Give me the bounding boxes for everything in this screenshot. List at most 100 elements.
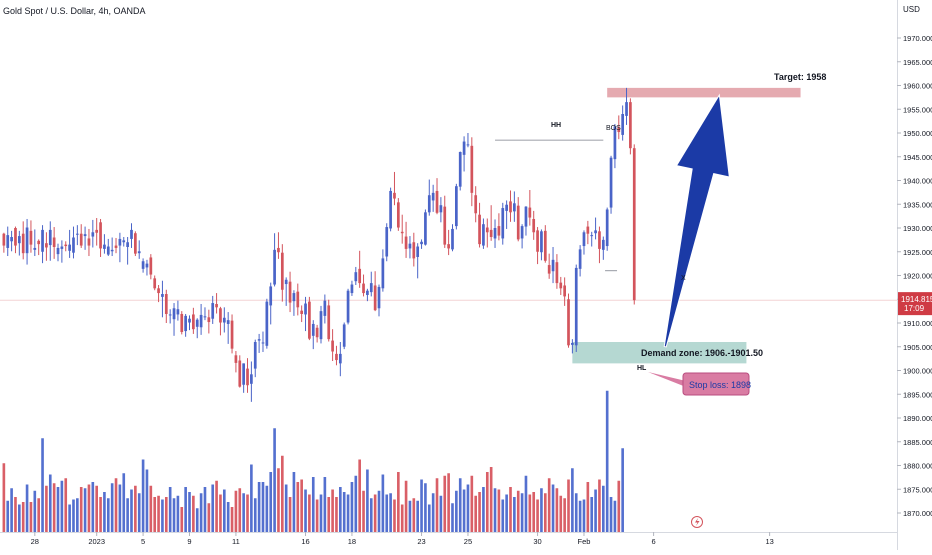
candle-body [416, 246, 420, 257]
candle-body [497, 226, 501, 236]
volume-bar [269, 472, 273, 532]
volume-bar [385, 494, 389, 532]
candle-body [265, 301, 269, 346]
volume-bar [76, 498, 79, 532]
candle-body [574, 267, 578, 346]
volume-bar [304, 489, 307, 532]
volume-bar [416, 500, 419, 532]
chart-title: Gold Spot / U.S. Dollar, 4h, OANDA [3, 6, 146, 16]
volume-bar [509, 487, 512, 532]
target-zone [607, 87, 801, 98]
price-tick-label: 1960.000 [903, 82, 932, 91]
volume-bar [257, 482, 261, 532]
candle-body [451, 228, 454, 250]
volume-bar [253, 498, 257, 532]
candle-body [578, 249, 582, 269]
candle-body [594, 230, 597, 234]
candle-body [366, 290, 369, 295]
volume-bar [524, 475, 528, 532]
volume-bar [137, 493, 141, 532]
candle-body [482, 224, 485, 246]
currency-label: USD [903, 5, 920, 14]
candle-body [234, 355, 238, 363]
volume-bar [164, 497, 168, 532]
candle-body [14, 228, 17, 246]
candle-body [346, 290, 350, 323]
volume-bar [358, 459, 361, 532]
volume-bar [501, 499, 505, 532]
candle-body [524, 206, 528, 227]
volume-bar [578, 500, 582, 532]
volume-bar [83, 488, 87, 532]
candle-body [161, 294, 164, 297]
candle-body [180, 313, 184, 333]
time-tick-label: 28 [31, 537, 39, 546]
candle-body [246, 368, 249, 386]
candle-body [435, 190, 439, 213]
volume-bar [331, 489, 334, 532]
volume-bar [342, 492, 346, 532]
candle-body [632, 148, 636, 301]
volume-bar [319, 494, 323, 532]
candle-body [188, 318, 191, 323]
volume-bar [602, 485, 605, 532]
candle-body [141, 261, 145, 269]
candle-body [629, 102, 632, 149]
candle-body [319, 311, 323, 340]
annotation-layer [495, 93, 730, 348]
candle-body [547, 265, 551, 274]
volume-bar [29, 502, 33, 532]
price-tick-label: 1940.000 [903, 177, 932, 186]
volume-bar [393, 499, 396, 532]
volume-bar [234, 490, 238, 532]
candle-body [6, 235, 10, 248]
price-axis[interactable]: 1970.000 1965.000 1960.000 1955.000 1950.000… [897, 34, 932, 518]
volume-bar [613, 500, 617, 532]
candle-body [586, 226, 590, 234]
stop-loss-pointer [648, 372, 686, 387]
volume-bar [52, 483, 56, 532]
price-tick-label: 1935.000 [903, 200, 932, 209]
volume-bar [211, 484, 215, 532]
candle-body [29, 230, 33, 245]
candle-body [219, 308, 222, 323]
price-tick-label: 1965.000 [903, 58, 932, 67]
volume-bar [91, 482, 95, 532]
volume-bar [389, 493, 392, 532]
time-tick-label: 16 [301, 537, 309, 546]
candle-body [505, 204, 508, 211]
candle-body [103, 244, 106, 249]
volume-bar [555, 488, 559, 532]
volume-bar [95, 485, 98, 532]
candle-body [230, 320, 234, 349]
candle-body [478, 214, 481, 245]
lightning-icon[interactable] [691, 516, 703, 528]
volume-bar [130, 489, 133, 532]
volume-bar [72, 499, 75, 532]
candle-body [269, 286, 273, 306]
time-tick-label: Feb [578, 537, 591, 546]
volume-bar [192, 495, 195, 532]
candle-body [273, 249, 276, 285]
volume-layer [2, 390, 624, 532]
time-axis[interactable]: 28 2023 5 9 11 16 18 23 25 30 Feb 6 13 [31, 532, 774, 546]
volume-bar [203, 487, 207, 532]
volume-bar [242, 493, 245, 532]
candle-body [427, 195, 431, 213]
candle-body [350, 284, 354, 294]
candle-body [393, 192, 396, 199]
candle-body [331, 340, 334, 352]
volume-bar [598, 479, 601, 532]
candle-body [311, 323, 315, 336]
volume-bar [327, 497, 331, 532]
volume-bar [45, 485, 48, 532]
candle-body [106, 246, 110, 255]
time-tick-label: 18 [348, 537, 356, 546]
price-tick-label: 1945.000 [903, 153, 932, 162]
volume-bar [79, 487, 83, 532]
volume-bar [563, 498, 566, 532]
volume-bar [497, 489, 501, 532]
